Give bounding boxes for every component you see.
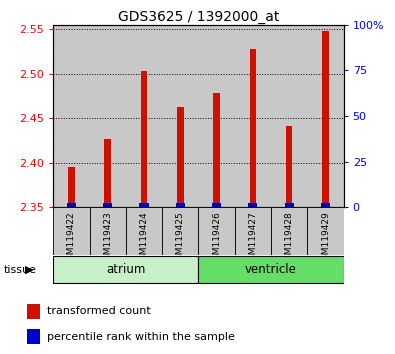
Bar bbox=[285, 202, 294, 207]
Bar bbox=[67, 202, 76, 207]
Bar bbox=[199, 25, 235, 207]
Title: GDS3625 / 1392000_at: GDS3625 / 1392000_at bbox=[118, 10, 279, 24]
Bar bbox=[126, 207, 162, 255]
Bar bbox=[105, 139, 111, 207]
Bar bbox=[235, 25, 271, 207]
Bar bbox=[103, 202, 112, 207]
Text: GSM119428: GSM119428 bbox=[285, 211, 294, 266]
Bar bbox=[212, 202, 221, 207]
Bar bbox=[53, 256, 199, 284]
Text: ventricle: ventricle bbox=[245, 263, 297, 276]
Bar bbox=[271, 25, 307, 207]
Bar bbox=[139, 202, 149, 207]
Text: GSM119424: GSM119424 bbox=[139, 211, 149, 266]
Bar bbox=[321, 202, 330, 207]
Bar bbox=[213, 93, 220, 207]
Text: transformed count: transformed count bbox=[47, 306, 151, 316]
Bar bbox=[199, 256, 344, 284]
Text: ▶: ▶ bbox=[24, 265, 33, 275]
Bar bbox=[162, 25, 199, 207]
Bar bbox=[53, 207, 90, 255]
Bar bbox=[27, 329, 40, 344]
Text: GSM119429: GSM119429 bbox=[321, 211, 330, 266]
Text: GSM119425: GSM119425 bbox=[176, 211, 185, 266]
Text: GSM119427: GSM119427 bbox=[248, 211, 258, 266]
Bar bbox=[176, 202, 185, 207]
Bar bbox=[162, 207, 199, 255]
Bar bbox=[271, 207, 307, 255]
Bar bbox=[126, 25, 162, 207]
Bar bbox=[250, 49, 256, 207]
Bar bbox=[235, 207, 271, 255]
Text: GSM119422: GSM119422 bbox=[67, 211, 76, 266]
Bar bbox=[286, 126, 292, 207]
Bar bbox=[90, 25, 126, 207]
Bar bbox=[322, 31, 329, 207]
Bar bbox=[177, 107, 184, 207]
Text: GSM119426: GSM119426 bbox=[212, 211, 221, 266]
Bar bbox=[68, 167, 75, 207]
Bar bbox=[141, 71, 147, 207]
Text: atrium: atrium bbox=[106, 263, 146, 276]
Bar bbox=[27, 304, 40, 319]
Bar bbox=[199, 207, 235, 255]
Text: percentile rank within the sample: percentile rank within the sample bbox=[47, 332, 235, 342]
Text: GSM119423: GSM119423 bbox=[103, 211, 112, 266]
Bar bbox=[90, 207, 126, 255]
Bar bbox=[248, 202, 258, 207]
Text: tissue: tissue bbox=[4, 265, 37, 275]
Bar bbox=[53, 25, 90, 207]
Bar bbox=[307, 25, 344, 207]
Bar bbox=[307, 207, 344, 255]
